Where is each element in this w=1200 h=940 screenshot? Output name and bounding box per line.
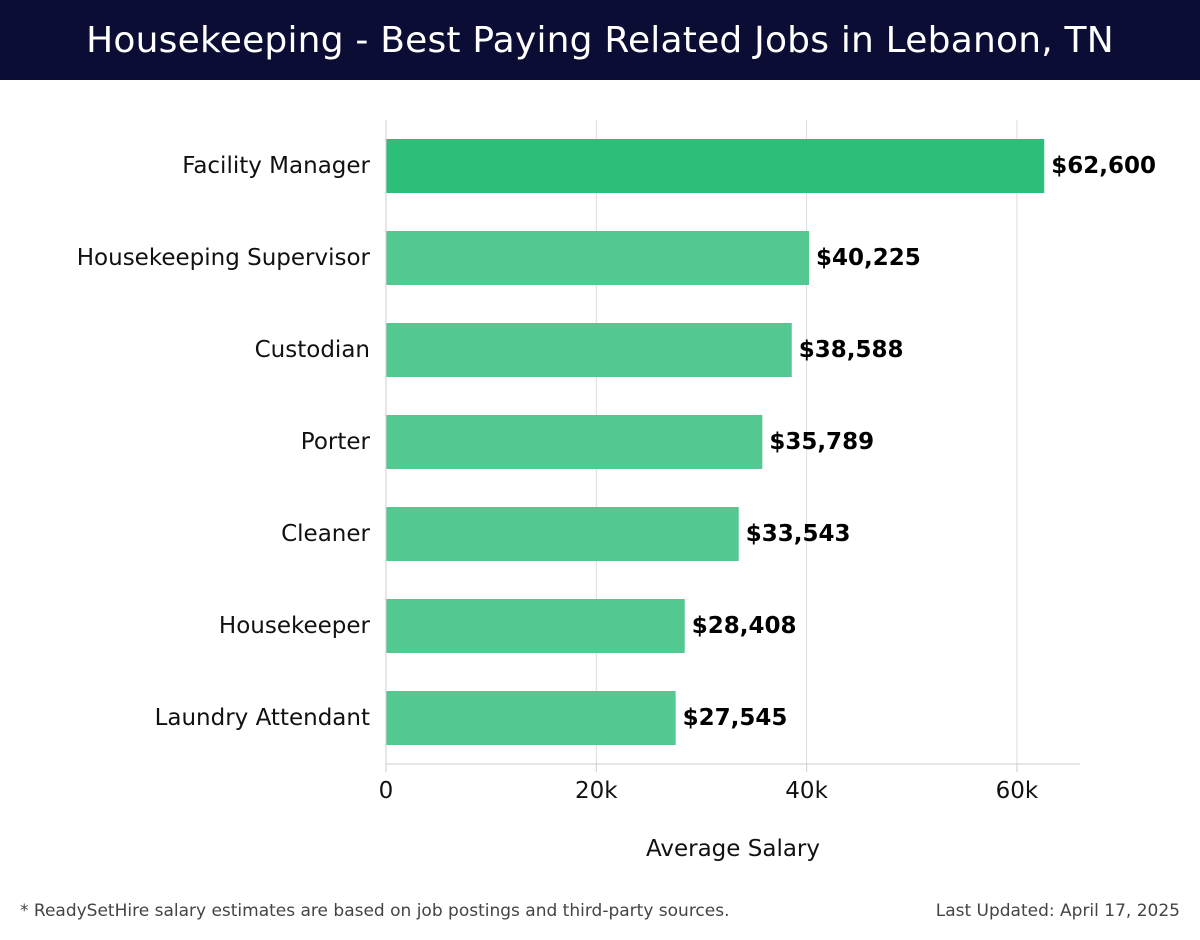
bar-6	[386, 691, 676, 745]
x-tick-label-3: 60k	[996, 778, 1039, 804]
x-tick-label-1: 20k	[575, 778, 618, 804]
value-label-0: $62,600	[1051, 153, 1156, 179]
chart-title: Housekeeping - Best Paying Related Jobs …	[86, 19, 1114, 61]
value-label-5: $28,408	[692, 613, 797, 639]
bar-3	[386, 415, 763, 469]
value-label-3: $35,789	[769, 429, 874, 455]
x-axis: 0 20k 40k 60k Average Salary	[379, 120, 1080, 862]
category-label-2: Custodian	[255, 337, 370, 363]
x-axis-title: Average Salary	[646, 836, 820, 862]
value-label-2: $38,588	[799, 337, 904, 363]
last-updated: Last Updated: April 17, 2025	[935, 901, 1180, 921]
category-label-3: Porter	[301, 429, 371, 455]
value-labels: $62,600 $40,225 $38,588 $35,789 $33,543 $28,4…	[683, 153, 1156, 731]
bar-1	[386, 231, 809, 285]
bar-0	[386, 139, 1045, 193]
footnote: * ReadySetHire salary estimates are base…	[20, 901, 730, 921]
category-label-5: Housekeeper	[219, 613, 371, 639]
bar-2	[386, 323, 792, 377]
category-label-4: Cleaner	[281, 521, 370, 547]
bars	[386, 139, 1045, 745]
bar-5	[386, 599, 685, 653]
category-label-6: Laundry Attendant	[155, 705, 370, 731]
category-labels: Facility Manager Housekeeping Supervisor C…	[77, 153, 371, 731]
category-label-0: Facility Manager	[182, 153, 370, 179]
bar-4	[386, 507, 739, 561]
x-tick-label-2: 40k	[785, 778, 828, 804]
value-label-6: $27,545	[683, 705, 788, 731]
category-label-1: Housekeeping Supervisor	[77, 245, 371, 271]
value-label-1: $40,225	[816, 245, 921, 271]
salary-bar-chart: Facility Manager Housekeeping Supervisor C…	[77, 120, 1156, 862]
x-tick-label-0: 0	[379, 778, 394, 804]
title-bar: Housekeeping - Best Paying Related Jobs …	[0, 0, 1200, 80]
value-label-4: $33,543	[746, 521, 851, 547]
